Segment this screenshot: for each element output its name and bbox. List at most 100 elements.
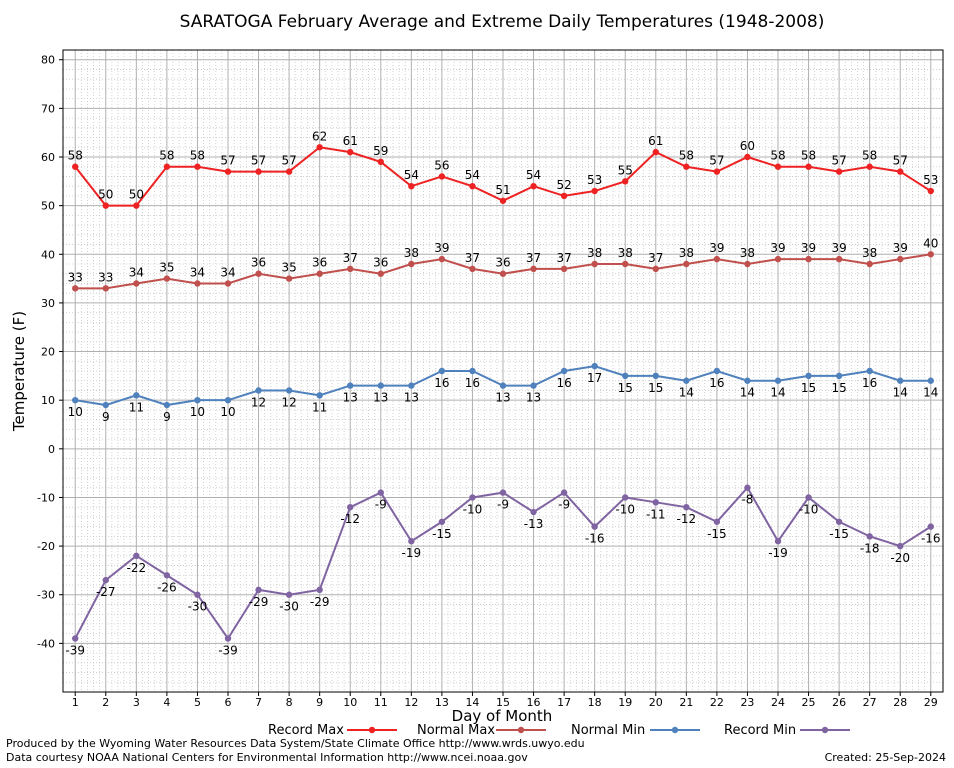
- legend-label-normal-max: Normal Max: [417, 723, 495, 738]
- data-point-record-max: [285, 168, 293, 175]
- series-record-max: 58 50 50 58 58 57 57 57 62 61 59 54 56 54 51 54 52 53 55 61…: [68, 129, 938, 209]
- y-tick-label: 80: [41, 54, 55, 67]
- data-point-normal-max: [744, 260, 751, 268]
- data-point-record-min: [438, 518, 446, 525]
- data-point-normal-min: [499, 382, 507, 389]
- data-label-normal-max: 36: [312, 256, 327, 270]
- x-tick-label: 3: [133, 696, 140, 709]
- data-point-record-max: [591, 187, 598, 195]
- data-label-record-max: 58: [159, 149, 174, 163]
- series-normal-min: 10 9 11 9 10 10 12 12 11 13 13 13 16 16 13 13 16 17 15 15 14…: [68, 362, 938, 424]
- data-label-normal-max: 36: [495, 256, 510, 270]
- data-point-normal-max: [102, 285, 109, 292]
- data-label-normal-min: 13: [373, 391, 388, 405]
- data-point-record-min: [255, 586, 262, 594]
- data-label-record-min: -27: [96, 585, 116, 599]
- data-label-normal-max: 38: [740, 246, 755, 260]
- x-tick-label: 6: [225, 696, 232, 709]
- data-point-record-min: [866, 533, 873, 540]
- data-label-normal-max: 39: [434, 241, 449, 255]
- data-point-record-max: [163, 163, 171, 170]
- data-point-record-max: [866, 163, 873, 170]
- data-point-record-max: [499, 197, 507, 204]
- data-point-record-max: [897, 168, 904, 175]
- data-point-normal-max: [652, 265, 659, 273]
- data-point-normal-min: [72, 396, 79, 404]
- data-label-normal-max: 37: [465, 251, 480, 265]
- data-point-record-min: [622, 494, 629, 501]
- data-point-normal-min: [683, 377, 690, 384]
- data-point-record-min: [316, 586, 323, 594]
- data-point-normal-min: [255, 387, 262, 394]
- data-point-normal-min: [835, 372, 843, 380]
- data-point-normal-max: [285, 275, 293, 282]
- data-point-normal-min: [102, 401, 109, 409]
- data-label-record-min: -9: [497, 498, 509, 512]
- data-label-normal-min: 12: [251, 395, 266, 409]
- data-label-record-min: -19: [768, 546, 788, 560]
- data-label-record-min: -10: [463, 502, 483, 516]
- data-label-normal-min: 14: [740, 386, 755, 400]
- data-label-record-min: -9: [375, 498, 387, 512]
- data-point-normal-min: [897, 377, 904, 384]
- data-label-record-max: 56: [434, 158, 449, 172]
- data-label-record-min: -39: [218, 644, 238, 658]
- data-point-record-min: [591, 523, 598, 530]
- data-point-normal-max: [255, 270, 262, 277]
- data-label-normal-min: 14: [770, 386, 785, 400]
- data-label-record-max: 61: [648, 134, 663, 148]
- data-label-record-max: 50: [98, 188, 113, 202]
- data-point-record-min: [499, 489, 507, 496]
- x-tick-label: 17: [557, 696, 571, 709]
- legend-marker-record-max: [368, 726, 376, 734]
- data-point-record-min: [133, 552, 140, 560]
- x-tick-label: 29: [924, 696, 938, 709]
- data-label-record-min: -15: [432, 527, 452, 541]
- data-point-record-min: [347, 503, 354, 511]
- y-tick-label: 20: [41, 346, 55, 359]
- data-label-record-min: -26: [157, 580, 177, 594]
- data-label-record-min: -39: [65, 644, 85, 658]
- y-tick-label: 60: [41, 151, 55, 164]
- data-point-normal-min: [591, 362, 598, 370]
- data-label-record-max: 58: [190, 149, 205, 163]
- x-tick-label: 5: [194, 696, 201, 709]
- x-tick-label: 21: [679, 696, 693, 709]
- data-point-record-min: [163, 572, 171, 579]
- data-point-normal-max: [469, 265, 476, 273]
- data-label-record-min: -22: [127, 561, 147, 575]
- data-point-normal-max: [805, 255, 812, 263]
- data-point-record-min: [530, 508, 537, 516]
- data-label-normal-max: 33: [68, 270, 83, 284]
- data-label-record-min: -10: [799, 502, 819, 516]
- x-tick-label: 18: [588, 696, 602, 709]
- data-point-record-min: [377, 489, 384, 496]
- data-label-record-min: -13: [524, 517, 544, 531]
- data-point-normal-max: [438, 255, 446, 263]
- data-label-normal-max: 39: [709, 241, 724, 255]
- x-tick-label: 2: [102, 696, 109, 709]
- data-label-normal-min: 14: [923, 386, 938, 400]
- data-point-normal-max: [774, 255, 782, 263]
- data-label-normal-max: 38: [679, 246, 694, 260]
- data-point-record-min: [683, 503, 690, 511]
- data-point-normal-min: [927, 377, 934, 384]
- data-label-record-max: 54: [526, 168, 541, 182]
- legend-marker-normal-max: [517, 726, 525, 734]
- data-label-normal-min: 15: [648, 381, 663, 395]
- data-label-normal-max: 39: [831, 241, 846, 255]
- data-label-record-max: 58: [862, 149, 877, 163]
- data-point-record-min: [408, 538, 415, 545]
- data-label-normal-min: 16: [465, 376, 480, 390]
- data-label-normal-max: 38: [404, 246, 419, 260]
- data-point-normal-max: [591, 260, 598, 268]
- data-label-normal-max: 39: [893, 241, 908, 255]
- data-label-normal-max: 39: [770, 241, 785, 255]
- x-tick-label: 11: [374, 696, 388, 709]
- data-label-normal-max: 37: [526, 251, 541, 265]
- data-point-record-max: [927, 187, 934, 195]
- x-tick-label: 1: [72, 696, 79, 709]
- data-point-record-max: [652, 148, 659, 156]
- data-point-record-max: [683, 163, 690, 170]
- data-label-record-max: 52: [556, 178, 571, 192]
